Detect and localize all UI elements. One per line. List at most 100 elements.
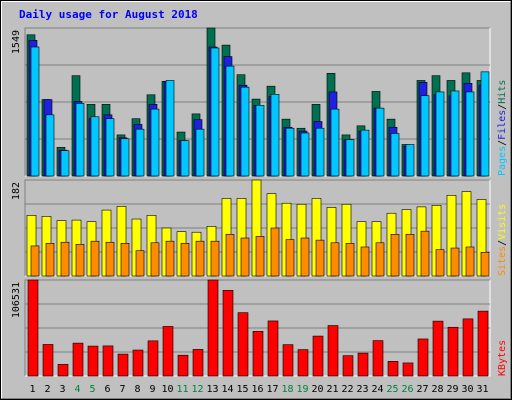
bar-pages [225,65,235,177]
bar-sites [60,241,70,277]
legend-entry: / [497,240,508,246]
x-tick-label: 29 [446,384,458,395]
bar-pages [165,80,175,177]
bar-kbytes [72,342,84,377]
panel-kbytes: 106531 KBytes [11,279,508,377]
bar-sites [360,246,370,277]
bar-pages [240,86,250,177]
bar-kbytes [372,340,384,377]
bar-sites [180,242,190,277]
x-tick-label: 19 [296,384,308,395]
x-tick-label: 15 [236,384,248,395]
bar-sites [330,242,340,277]
bar-kbytes [117,353,129,377]
bar-kbytes [342,355,354,377]
chart-title: Daily usage for August 2018 [19,8,198,21]
x-tick-label: 31 [476,384,488,395]
bar-pages [345,139,355,177]
bar-sites [210,240,220,277]
bar-kbytes [162,326,174,377]
legend: Sites/Visits [497,204,508,276]
bar-pages [180,140,190,177]
bar-kbytes [402,362,414,377]
x-tick-labels: 1 2 3 4 5 6 7 8 9 10 11 12 13 14 15 16 17 18 19 20 21 22 23 24 2… [29,384,488,395]
bar-kbytes [462,318,474,377]
legend-entry: Sites [497,246,508,276]
bar-kbytes [132,349,144,377]
legend-entry: KBytes [497,340,508,376]
plot-border-shadow [24,179,490,276]
bar-kbytes [102,345,114,377]
x-tick-label: 7 [119,384,125,395]
bar-pages [315,127,325,177]
bar-pages [375,107,385,177]
x-tick-label: 4 [74,384,80,395]
y-max-label: 106531 [11,282,22,318]
bar-pages [330,108,340,177]
plot-border-shadow [24,27,490,176]
bar-kbytes [87,345,99,377]
bar-sites [375,242,385,277]
bar-sites [285,239,295,277]
bar-sites [270,227,280,277]
bar-sites [450,247,460,277]
x-tick-label: 11 [176,384,188,395]
x-tick-label: 6 [104,384,110,395]
bar-kbytes [192,349,204,377]
x-tick-label: 24 [371,384,383,395]
bar-sites [135,250,145,277]
legend-entry: / [497,104,508,110]
legend-entry: Files [497,110,508,140]
x-tick-label: 3 [59,384,65,395]
bar-kbytes [447,326,459,377]
x-tick-label: 28 [431,384,443,395]
panel-visits-sites: 182 Sites/Visits [11,179,508,277]
bar-sites [465,246,475,277]
bar-pages [405,144,415,177]
bar-pages [105,118,115,177]
x-tick-label: 12 [191,384,203,395]
bar-sites [150,242,160,277]
bar-pages [285,127,295,177]
x-tick-label: 10 [161,384,173,395]
bar-pages [90,116,100,177]
x-tick-label: 2 [44,384,50,395]
bar-kbytes [147,340,159,377]
bar-pages [360,129,370,177]
bar-pages [210,47,220,177]
bar-sites [105,241,115,277]
bar-sites [120,242,130,277]
bar-kbytes [42,344,54,377]
bar-pages [450,90,460,177]
bar-pages [420,95,430,177]
bar-pages [45,114,55,177]
bar-kbytes [432,320,444,377]
bar-kbytes [327,325,339,377]
x-tick-label: 27 [416,384,428,395]
bar-kbytes [222,290,234,377]
legend: KBytes [497,340,508,376]
bar-sites [345,242,355,277]
bar-kbytes [357,352,369,377]
bar-kbytes [237,312,249,377]
bar-sites [45,242,55,277]
bar-pages [60,150,70,177]
bar-pages [255,104,265,177]
bar-sites [30,245,40,277]
bar-pages [195,128,205,177]
bar-pages [30,46,40,177]
bar-pages [465,91,475,177]
panels: 1549Pages/Files/Hits182Sites/Visits10653… [11,27,508,377]
legend: Pages/Files/Hits [497,80,508,176]
bar-sites [480,251,490,277]
x-tick-label: 25 [386,384,398,395]
bar-kbytes [57,363,69,377]
bar-sites [300,237,310,277]
bar-sites [90,240,100,277]
x-tick-label: 9 [149,384,155,395]
bar-pages [75,103,85,177]
